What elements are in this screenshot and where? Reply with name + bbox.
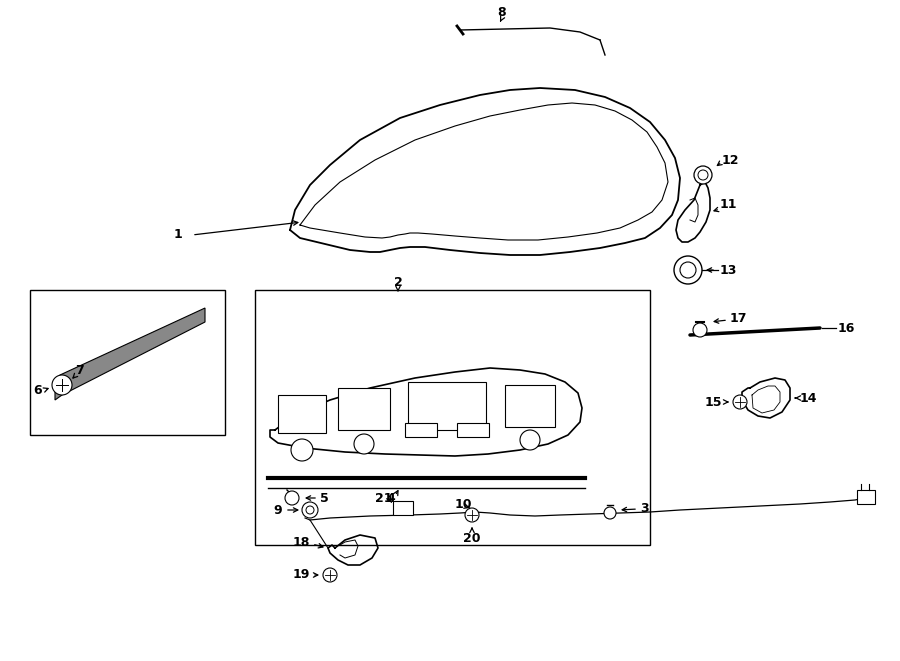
- Text: 9: 9: [274, 504, 282, 516]
- Text: 2: 2: [393, 276, 402, 288]
- Text: 5: 5: [320, 492, 328, 504]
- Text: 6: 6: [33, 383, 42, 397]
- Text: 12: 12: [722, 153, 740, 167]
- Circle shape: [354, 434, 374, 454]
- Bar: [255, 290, 650, 545]
- Text: 11: 11: [720, 198, 737, 212]
- Circle shape: [52, 375, 72, 395]
- Text: 7: 7: [76, 364, 85, 377]
- Bar: [393, 501, 413, 515]
- Text: 1: 1: [174, 229, 183, 241]
- Circle shape: [306, 506, 314, 514]
- Circle shape: [674, 256, 702, 284]
- Text: 10: 10: [454, 498, 472, 510]
- Polygon shape: [55, 308, 205, 400]
- Text: 14: 14: [800, 391, 817, 405]
- Circle shape: [604, 507, 616, 519]
- Text: 13: 13: [720, 264, 737, 276]
- Text: 15: 15: [705, 395, 722, 408]
- Circle shape: [520, 430, 540, 450]
- Circle shape: [323, 568, 337, 582]
- Text: 4: 4: [386, 492, 395, 504]
- Bar: [457, 423, 489, 437]
- Text: 8: 8: [498, 5, 507, 19]
- Text: 16: 16: [838, 321, 855, 334]
- Text: 3: 3: [640, 502, 649, 514]
- Text: 17: 17: [730, 311, 748, 325]
- Bar: [505, 385, 555, 427]
- Text: 18: 18: [292, 535, 310, 549]
- Bar: [408, 382, 486, 430]
- Circle shape: [285, 491, 299, 505]
- Circle shape: [694, 166, 712, 184]
- Bar: [278, 395, 326, 433]
- Circle shape: [465, 508, 479, 522]
- Circle shape: [733, 395, 747, 409]
- Bar: [338, 388, 390, 430]
- Bar: [405, 423, 437, 437]
- Text: 20: 20: [464, 531, 481, 545]
- Circle shape: [302, 502, 318, 518]
- Circle shape: [291, 439, 313, 461]
- Text: 21: 21: [374, 492, 392, 504]
- Circle shape: [693, 323, 707, 337]
- Bar: [857, 490, 875, 504]
- Circle shape: [698, 170, 708, 180]
- Bar: [30, 290, 225, 435]
- Circle shape: [680, 262, 696, 278]
- Text: 19: 19: [292, 568, 310, 582]
